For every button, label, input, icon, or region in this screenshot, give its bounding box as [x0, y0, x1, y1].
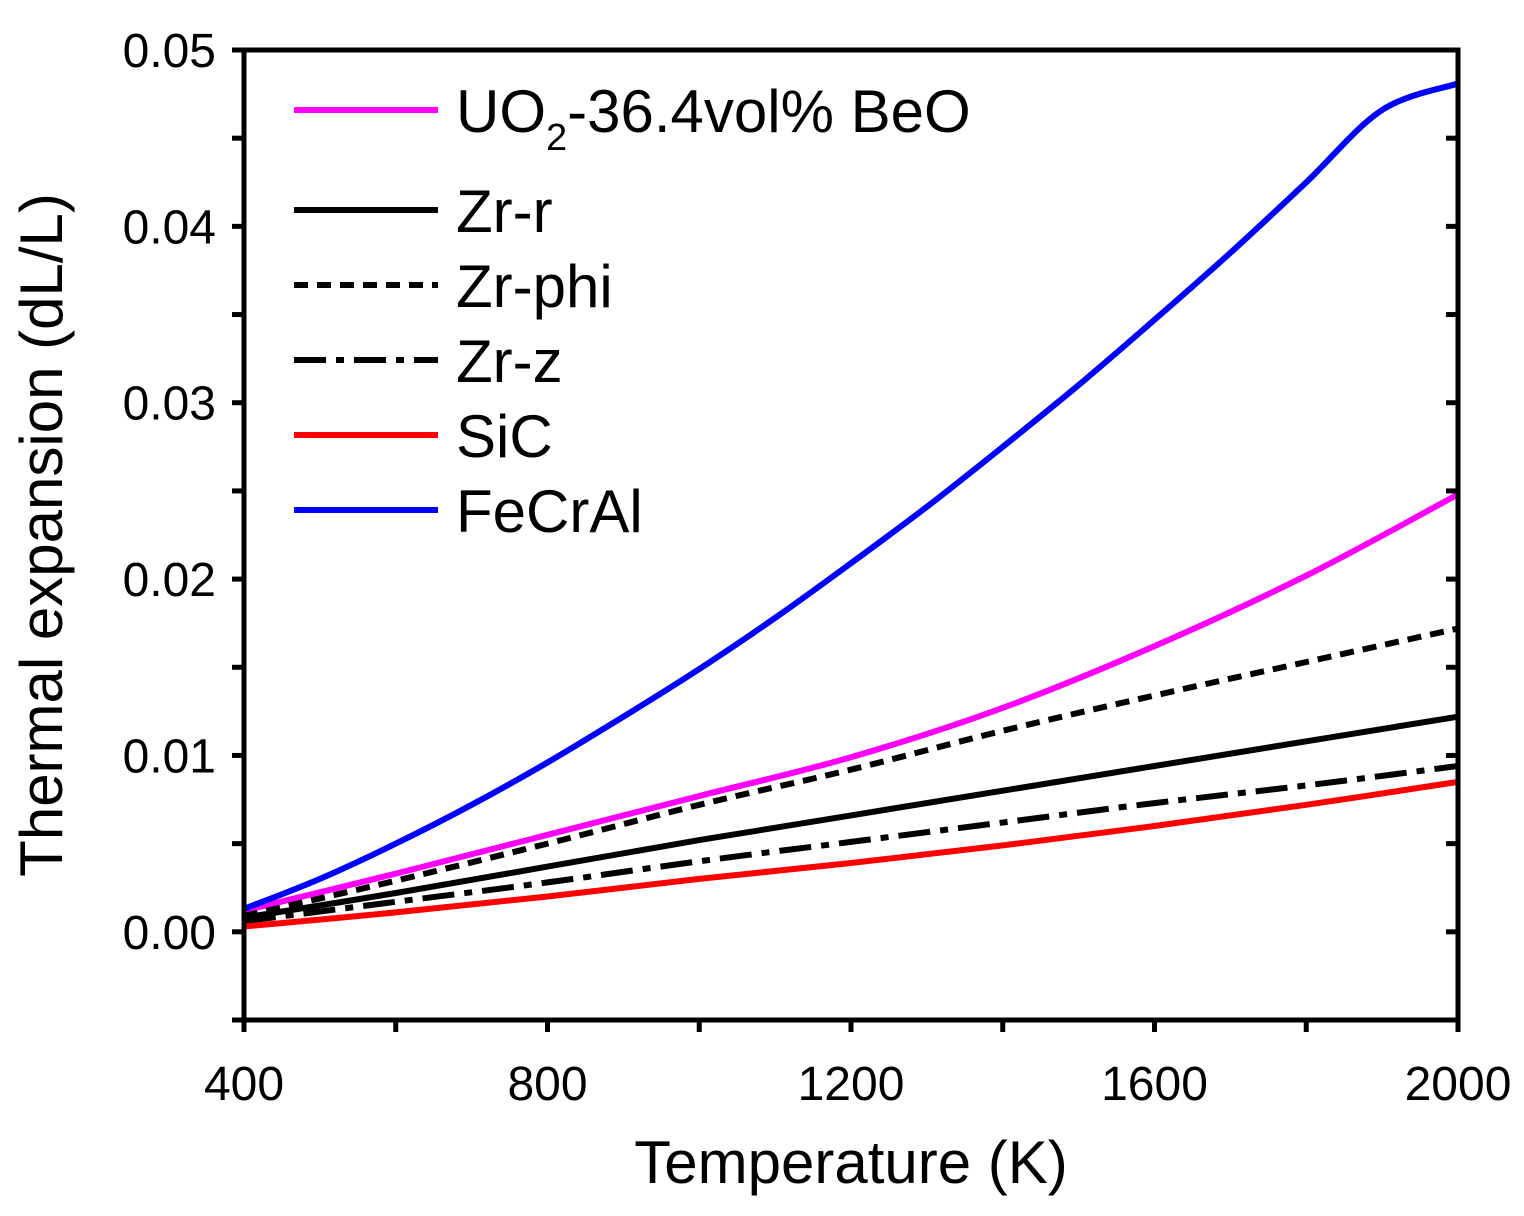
axis-ticks [232, 47, 1461, 1032]
x-axis-label: Temperature (K) [634, 1129, 1067, 1196]
y-tick-label: 0.04 [123, 201, 216, 254]
plot-lines [242, 80, 1460, 930]
y-axis-label: Thermal expansion (dL/L) [8, 193, 75, 877]
y-tick-label: 0.00 [123, 907, 216, 960]
y-tick-label: 0.01 [123, 730, 216, 783]
series-line-zr-z [243, 763, 1459, 925]
legend-label: Zr-z [456, 328, 563, 395]
series-line-uo2-36-4vol-beo [243, 491, 1460, 914]
legend-label: SiC [456, 403, 553, 470]
x-tick-label: 400 [204, 1058, 284, 1111]
series-line-zr-r [243, 713, 1459, 921]
series-line-zr-phi [243, 625, 1459, 919]
x-tick-label: 800 [507, 1058, 587, 1111]
legend-label: Zr-phi [456, 253, 613, 320]
y-tick-label: 0.02 [123, 554, 216, 607]
legend: UO2-36.4vol% BeO Zr-r Zr-phi Zr-z SiC FeCrAl [294, 78, 971, 545]
series-line-fecral [242, 80, 1459, 912]
axis-tick-labels: 400 800 1200 1600 2000 0.00 0.01 0.02 0.03 0.04 0.… [123, 25, 1512, 1111]
x-tick-label: 2000 [1405, 1058, 1512, 1111]
y-tick-label: 0.03 [123, 378, 216, 431]
legend-label: FeCrAl [456, 478, 643, 545]
legend-label: Zr-r [456, 178, 553, 245]
legend-label: UO2-36.4vol% BeO [456, 78, 971, 159]
y-tick-label: 0.05 [123, 25, 216, 78]
series-line-sic [243, 778, 1459, 930]
x-tick-label: 1200 [798, 1058, 905, 1111]
x-tick-label: 1600 [1101, 1058, 1208, 1111]
